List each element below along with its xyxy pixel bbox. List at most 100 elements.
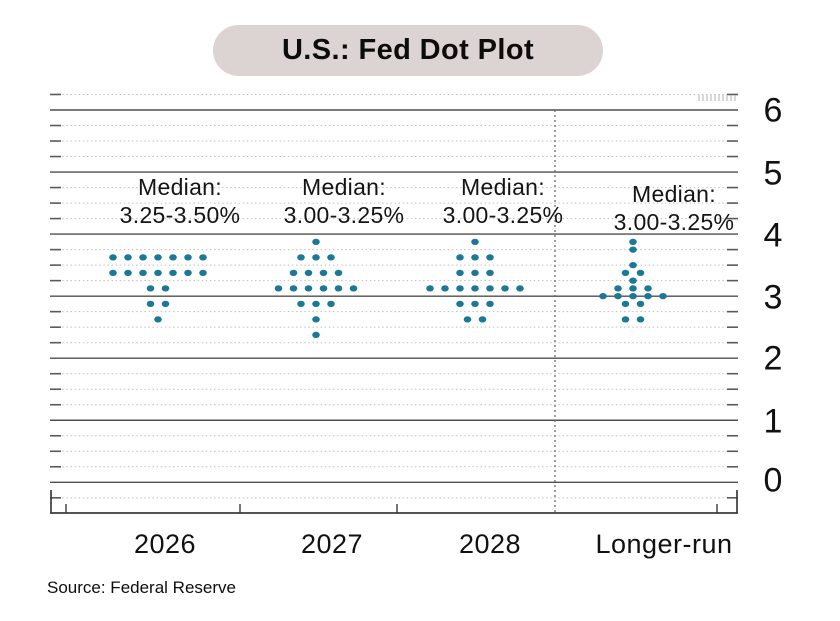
projection-dot xyxy=(184,254,192,261)
projection-dot xyxy=(139,254,147,261)
projection-dot xyxy=(154,316,162,323)
projection-dot xyxy=(629,246,637,253)
projection-dot xyxy=(304,285,313,292)
projection-dot xyxy=(184,269,192,277)
y-tick-label-4: 4 xyxy=(763,216,783,255)
median-word: Median: xyxy=(461,174,545,200)
projection-dot xyxy=(334,269,343,277)
projection-dot xyxy=(169,254,177,261)
projection-dot xyxy=(289,269,298,277)
projection-dot xyxy=(161,300,170,308)
median-label-2028: Median: 3.00-3.25% xyxy=(408,173,598,229)
y-tick-label-5: 5 xyxy=(763,154,783,193)
y-tick-label-3: 3 xyxy=(763,278,783,317)
watermark xyxy=(698,95,738,101)
projection-dot xyxy=(621,269,630,277)
projection-dot xyxy=(629,285,637,292)
projection-dot xyxy=(161,285,170,292)
projection-dot xyxy=(614,292,622,300)
projection-dot xyxy=(614,285,622,292)
projection-dot xyxy=(629,292,637,300)
y-tick-label-2: 2 xyxy=(763,339,783,378)
median-label-longer-run: Median: 3.00-3.25% xyxy=(579,180,769,236)
page-title: U.S.: Fed Dot Plot xyxy=(281,34,535,66)
projection-dot xyxy=(297,300,305,308)
projection-dot xyxy=(621,316,630,323)
median-word: Median: xyxy=(138,174,222,200)
projection-dot xyxy=(644,285,652,292)
projection-dot xyxy=(621,300,630,308)
x-label-2027: 2027 xyxy=(300,529,364,559)
projection-dot xyxy=(659,292,667,300)
projection-dot xyxy=(139,269,147,277)
projection-dot xyxy=(599,292,607,300)
projection-dot xyxy=(629,261,637,269)
projection-dot xyxy=(146,285,155,292)
projection-dot xyxy=(334,285,343,292)
projection-dot xyxy=(274,285,283,292)
projection-dot xyxy=(441,285,449,292)
projection-dot xyxy=(319,285,328,292)
projection-dot xyxy=(154,254,162,261)
median-label-2027: Median: 3.00-3.25% xyxy=(249,173,439,229)
projection-dot xyxy=(327,254,335,261)
projection-dot xyxy=(312,254,320,261)
y-tick-label-1: 1 xyxy=(763,402,783,441)
projection-dot xyxy=(304,269,313,277)
projection-dot xyxy=(486,285,494,292)
projection-dot xyxy=(312,300,320,308)
projection-dot xyxy=(312,331,320,339)
projection-dot xyxy=(169,269,177,277)
projection-dot xyxy=(471,269,479,277)
projection-dot xyxy=(486,269,494,277)
projection-dot xyxy=(456,285,464,292)
projection-dot xyxy=(349,285,358,292)
x-label-longer-run: Longer-run xyxy=(595,529,733,559)
x-label-2028: 2028 xyxy=(458,529,522,559)
projection-dot xyxy=(312,238,320,246)
median-word: Median: xyxy=(302,174,386,200)
projection-dot xyxy=(516,285,524,292)
projection-dot xyxy=(471,238,479,246)
median-value: 3.00-3.25% xyxy=(283,202,405,228)
projection-dot xyxy=(644,292,652,300)
projection-dot xyxy=(319,269,328,277)
projection-dot xyxy=(312,316,320,323)
projection-dot xyxy=(629,238,637,246)
projection-dot xyxy=(456,269,464,277)
projection-dot xyxy=(327,300,335,308)
projection-dot xyxy=(501,285,509,292)
projection-dot xyxy=(297,254,305,261)
projection-dot xyxy=(456,254,464,261)
projection-dot xyxy=(426,285,434,292)
title-pill: U.S.: Fed Dot Plot xyxy=(213,25,603,76)
projection-dot xyxy=(456,300,464,308)
projection-dot xyxy=(636,316,645,323)
projection-dot xyxy=(154,269,162,277)
projection-dot xyxy=(486,254,494,261)
median-value: 3.25-3.50% xyxy=(119,202,241,228)
y-tick-label-6: 6 xyxy=(763,91,783,130)
projection-dot xyxy=(199,269,207,277)
x-label-2026: 2026 xyxy=(133,529,197,559)
projection-dot xyxy=(124,254,132,261)
projection-dot xyxy=(463,316,472,323)
projection-dot xyxy=(636,269,645,277)
projection-dot xyxy=(478,316,487,323)
median-value: 3.00-3.25% xyxy=(442,202,564,228)
projection-dot xyxy=(146,300,155,308)
projection-dot xyxy=(289,285,298,292)
projection-dot xyxy=(636,300,645,308)
projection-dot xyxy=(471,285,479,292)
projection-dot xyxy=(124,269,132,277)
median-value: 3.00-3.25% xyxy=(613,209,735,235)
projection-dot xyxy=(199,254,207,261)
projection-dot xyxy=(109,269,117,277)
projection-dot xyxy=(471,254,479,261)
median-label-2026: Median: 3.25-3.50% xyxy=(85,173,275,229)
source-note: Source: Federal Reserve xyxy=(47,578,236,597)
median-word: Median: xyxy=(632,181,716,207)
projection-dot xyxy=(486,300,494,308)
y-tick-label-0: 0 xyxy=(763,461,783,500)
